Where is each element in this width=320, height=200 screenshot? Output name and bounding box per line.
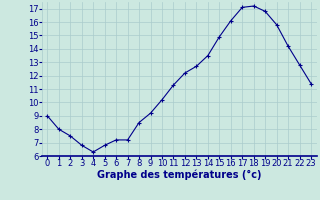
X-axis label: Graphe des températures (°c): Graphe des températures (°c) [97, 169, 261, 180]
